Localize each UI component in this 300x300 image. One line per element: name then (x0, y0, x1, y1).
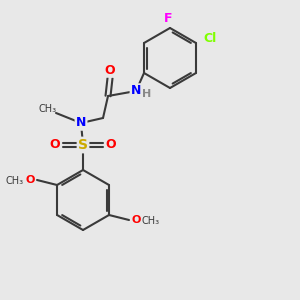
Text: N: N (131, 85, 141, 98)
Text: O: O (50, 139, 60, 152)
Text: F: F (164, 11, 172, 25)
Text: N: N (76, 116, 86, 130)
Text: S: S (78, 138, 88, 152)
Text: H: H (142, 89, 152, 99)
Text: O: O (106, 139, 116, 152)
Text: O: O (131, 215, 141, 225)
Text: CH₃: CH₃ (39, 104, 57, 114)
Text: CH₃: CH₃ (6, 176, 24, 186)
Text: O: O (26, 175, 35, 185)
Text: CH₃: CH₃ (142, 216, 160, 226)
Text: O: O (105, 64, 115, 76)
Text: Cl: Cl (203, 32, 217, 46)
